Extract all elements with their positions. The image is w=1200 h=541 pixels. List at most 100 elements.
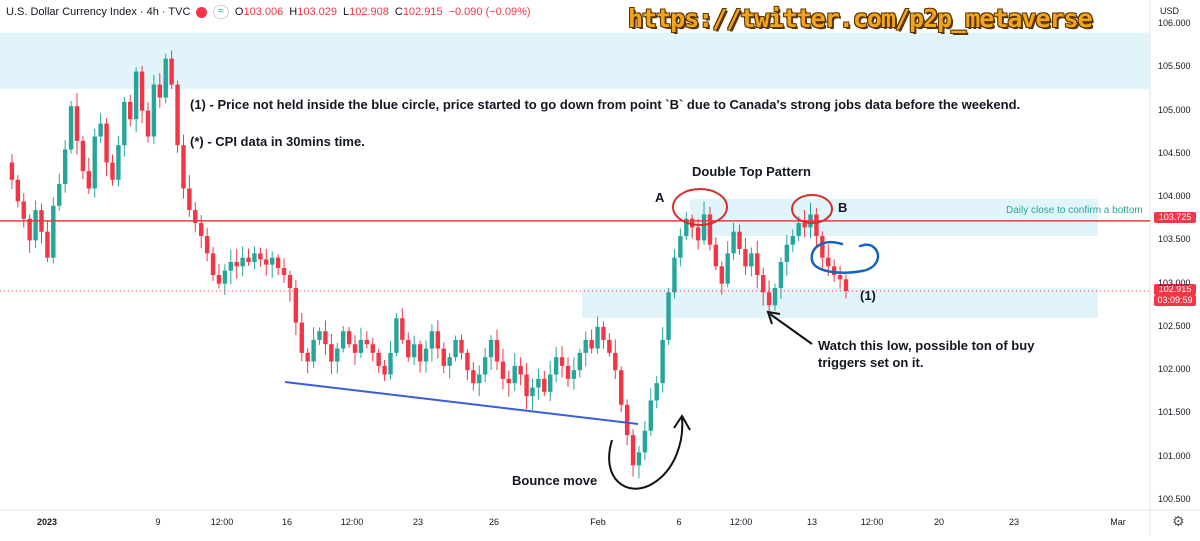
candle-body [619, 370, 624, 405]
gear-icon[interactable]: ⚙ [1172, 513, 1185, 529]
price-tick-label: 106.000 [1158, 18, 1191, 28]
market-status-icon [196, 6, 208, 18]
price-tick-label: 102.500 [1158, 320, 1191, 331]
candle-body [51, 205, 56, 258]
watch-low-note-line2: triggers set on it. [818, 355, 924, 370]
zone-1 [690, 198, 1098, 237]
point-b-label: B [838, 200, 848, 215]
candle-body [222, 270, 228, 284]
candle-body [636, 452, 642, 466]
symbol-title[interactable]: U.S. Dollar Currency Index · 4h · TVC [6, 6, 191, 18]
candle-body [128, 101, 133, 120]
bar-countdown-label: 03:09:59 [1154, 295, 1196, 306]
close-value: 102.915 [402, 6, 443, 18]
candle-body [613, 352, 618, 371]
candle-body [630, 435, 636, 466]
candle-body [843, 279, 849, 291]
candle-body [512, 365, 517, 384]
price-tick-label: 105.000 [1158, 104, 1191, 115]
candle-body [743, 249, 748, 267]
time-tick-label: 12:00 [729, 517, 753, 527]
visibility-icon[interactable]: ≈ [213, 5, 229, 19]
candle-body [228, 262, 233, 271]
zone-0 [0, 32, 1150, 89]
candle-body [689, 218, 695, 228]
price-tick-label: 103.000 [1158, 277, 1191, 288]
candle-body [518, 365, 523, 375]
candle-body [477, 374, 482, 384]
time-tick-label: 9 [155, 517, 161, 527]
candle-body [145, 110, 151, 137]
candle-body [494, 339, 500, 362]
double-top-label: Double Top Pattern [692, 164, 811, 179]
candle-body [719, 266, 724, 284]
candle-body [104, 123, 109, 163]
candle-body [536, 378, 541, 388]
resistance-price-label: 103.725 [1154, 212, 1196, 223]
candle-body [530, 387, 535, 397]
candle-body [216, 274, 222, 284]
candle-body [376, 352, 381, 366]
candle-body [68, 106, 74, 150]
bounce-arc [608, 417, 684, 490]
time-tick-label: 16 [281, 517, 293, 527]
price-tick-label: 102.000 [1158, 364, 1191, 375]
time-tick-label: 23 [1008, 517, 1020, 527]
candle-body [252, 253, 257, 262]
high-value: 103.029 [297, 6, 337, 18]
candle-body [15, 179, 21, 202]
price-tick-label: 101.000 [1158, 450, 1191, 461]
candle-body [583, 339, 588, 353]
candle-body [335, 348, 340, 362]
candle-body [595, 326, 600, 349]
time-tick-label: 26 [488, 517, 500, 527]
candle-body [441, 348, 446, 366]
candle-body [465, 352, 470, 371]
bounce-move-label: Bounce move [512, 473, 598, 488]
high-label: H [289, 6, 298, 18]
double-top-circle-b [791, 194, 833, 224]
candle-body [802, 223, 807, 228]
candle-body [116, 145, 121, 180]
candle-body [110, 162, 115, 180]
candle-body [731, 231, 736, 254]
time-tick-label: Mar [1110, 517, 1126, 527]
candle-body [323, 331, 328, 345]
candle-body [204, 236, 210, 254]
close-label: C [394, 6, 403, 18]
support-trendline [284, 381, 639, 425]
marker-1-label: (1) [860, 288, 876, 303]
candle-body [571, 370, 577, 379]
time-tick-label: 2023 [36, 517, 58, 527]
candle-body [340, 331, 346, 349]
candle-body [240, 257, 245, 267]
time-tick-label: 12:00 [210, 517, 234, 527]
candle-body [62, 149, 68, 185]
candle-body [317, 331, 322, 340]
candle-body [33, 210, 38, 241]
candle-body [9, 162, 15, 180]
price-tick-label: 104.000 [1158, 191, 1191, 202]
candle-body [400, 318, 405, 340]
price-tick-label: 103.500 [1158, 234, 1191, 245]
candle-body [370, 344, 375, 353]
candle-body [406, 339, 411, 358]
candle-body [790, 236, 795, 245]
watch-low-note-line1: Watch this low, possible ton of buy [818, 338, 1035, 353]
candle-body [352, 344, 358, 353]
candle-body [820, 236, 825, 258]
candle-body [796, 223, 801, 237]
candle-body [364, 339, 370, 345]
candle-body [122, 101, 127, 146]
candle-body [737, 231, 742, 250]
point-a-label: A [655, 190, 665, 205]
currency-label[interactable]: USD [1160, 6, 1180, 16]
watch-low-arrowhead [766, 310, 781, 325]
candle-body [27, 218, 32, 241]
candle-body [553, 357, 559, 375]
candle-body [199, 223, 204, 237]
candle-body [175, 84, 180, 146]
candle-body [506, 378, 512, 384]
